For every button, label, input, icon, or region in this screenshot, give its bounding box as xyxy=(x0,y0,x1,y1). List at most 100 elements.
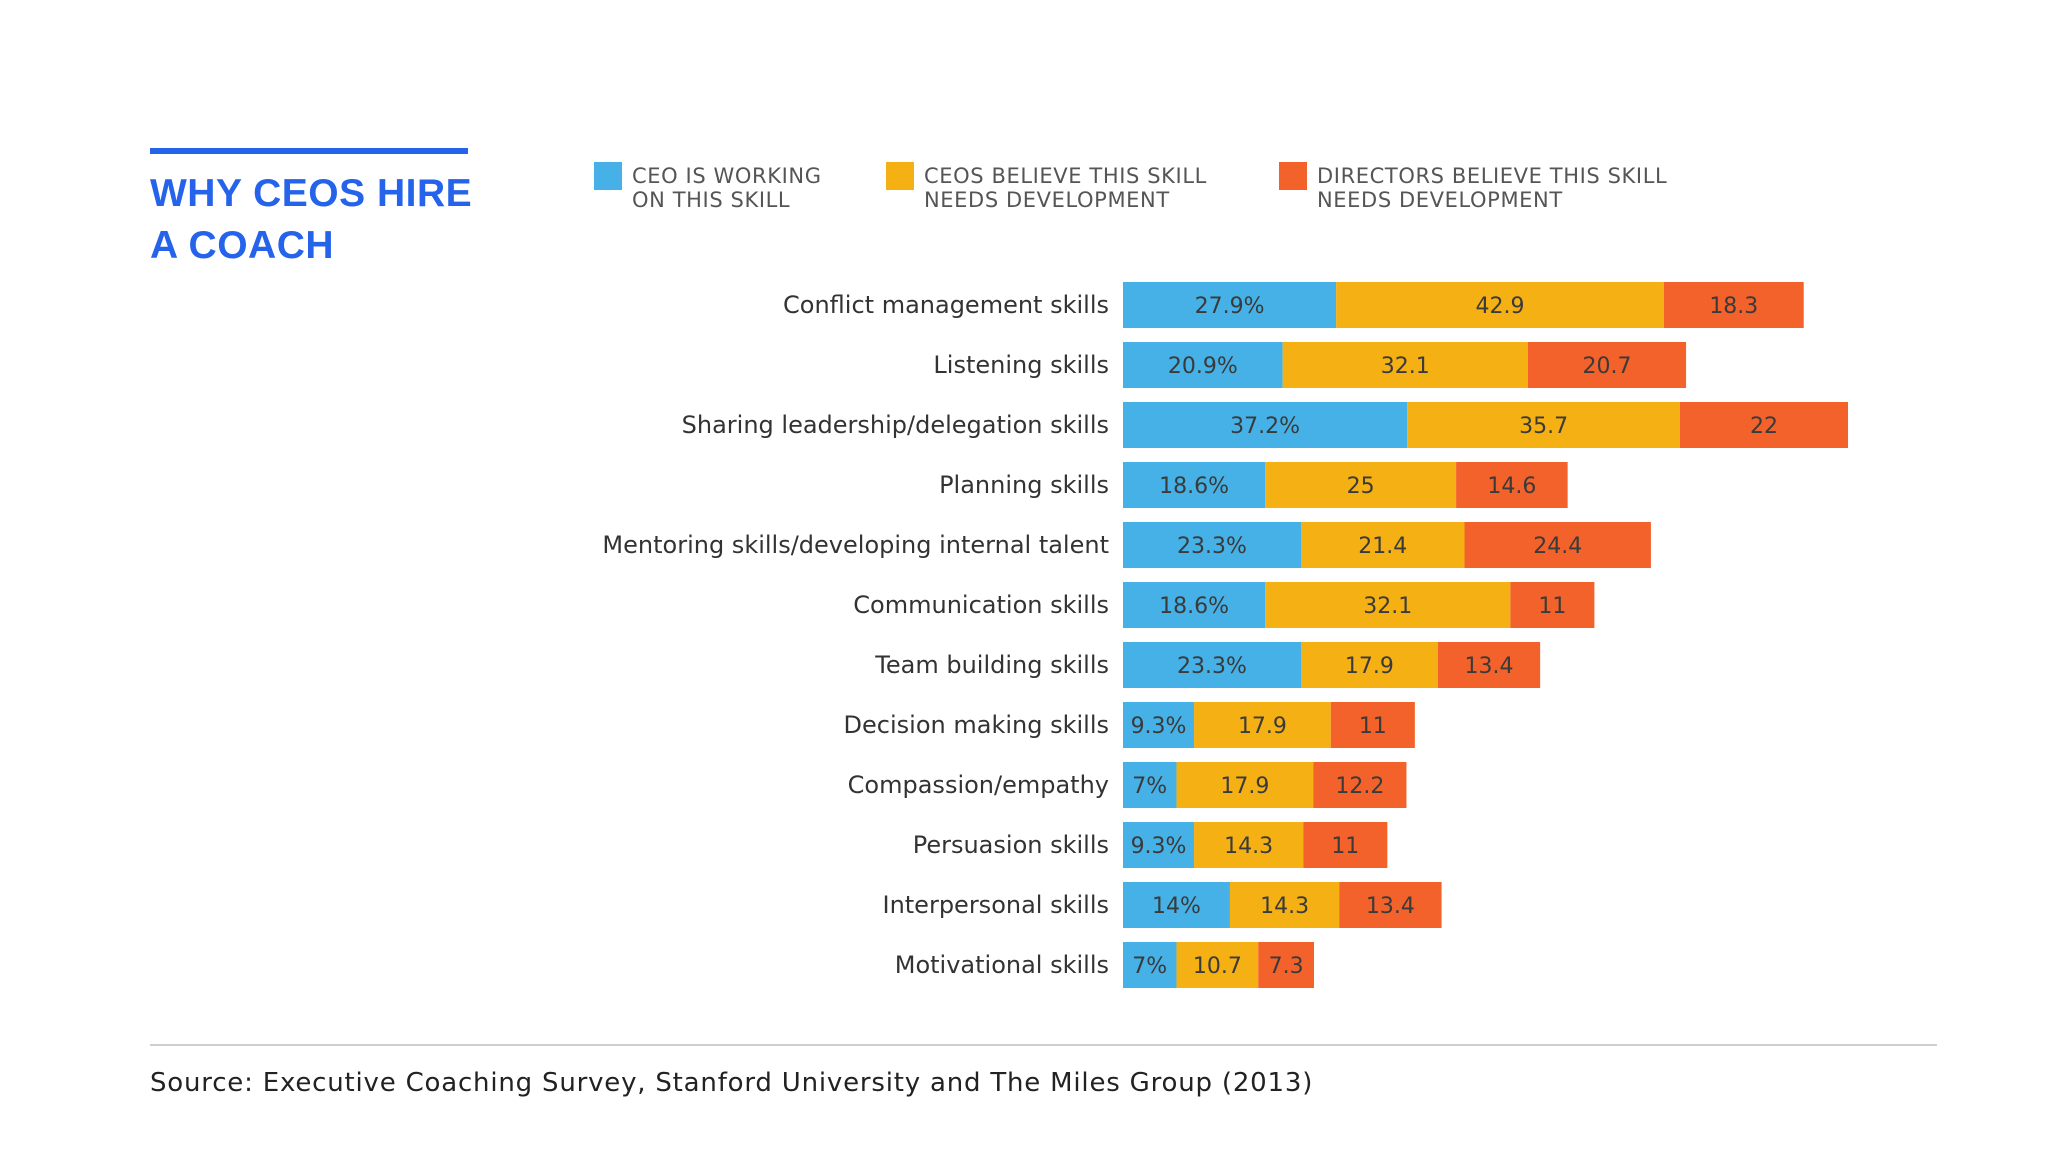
bar-segment-compassion-empathy-series-3 xyxy=(1313,762,1407,808)
category-label-sharing-leadership-delegation-skills: Sharing leadership/delegation skills xyxy=(682,411,1109,439)
category-label-planning-skills: Planning skills xyxy=(939,471,1109,499)
legend-swatch-directors-believe xyxy=(1279,162,1307,190)
data-label-persuasion-skills-series-2: 14.3 xyxy=(1224,834,1273,859)
data-label-team-building-skills-series-2: 17.9 xyxy=(1345,654,1394,679)
chart-title: WHY CEOS HIRE A COACH xyxy=(150,168,490,272)
bar-segment-interpersonal-skills-series-1 xyxy=(1123,882,1230,928)
category-label-communication-skills: Communication skills xyxy=(853,591,1109,619)
data-label-mentoring-skills-developing-internal-talent-series-1: 23.3% xyxy=(1177,534,1247,559)
bar-segment-planning-skills-series-1 xyxy=(1123,462,1266,508)
data-label-sharing-leadership-delegation-skills-series-3: 22 xyxy=(1750,414,1778,439)
legend-label-ceo-working-line2: ON THIS SKILL xyxy=(632,188,791,212)
bar-segment-mentoring-skills-developing-internal-talent-series-1 xyxy=(1123,522,1302,568)
data-label-team-building-skills-series-1: 23.3% xyxy=(1177,654,1247,679)
bar-segment-persuasion-skills-series-2 xyxy=(1194,822,1304,868)
data-label-interpersonal-skills-series-1: 14% xyxy=(1152,894,1201,919)
data-label-persuasion-skills-series-1: 9.3% xyxy=(1131,834,1187,859)
data-label-communication-skills-series-3: 11 xyxy=(1538,594,1566,619)
legend-label-ceos-believe-line2: NEEDS DEVELOPMENT xyxy=(924,188,1170,212)
bar-segment-listening-skills-series-1 xyxy=(1123,342,1283,388)
bar-segment-planning-skills-series-3 xyxy=(1456,462,1568,508)
bar-segment-listening-skills-series-3 xyxy=(1527,342,1687,388)
data-label-motivational-skills-series-2: 10.7 xyxy=(1193,954,1242,979)
data-label-mentoring-skills-developing-internal-talent-series-2: 21.4 xyxy=(1358,534,1407,559)
bar-segment-mentoring-skills-developing-internal-talent-series-3 xyxy=(1464,522,1651,568)
category-label-decision-making-skills: Decision making skills xyxy=(844,711,1109,739)
data-label-compassion-empathy-series-3: 12.2 xyxy=(1335,774,1384,799)
legend-label-directors-believe-line1: DIRECTORS BELIEVE THIS SKILL xyxy=(1317,164,1668,188)
bar-segment-conflict-management-skills-series-1 xyxy=(1123,282,1337,328)
data-label-compassion-empathy-series-2: 17.9 xyxy=(1220,774,1269,799)
data-label-listening-skills-series-1: 20.9% xyxy=(1168,354,1238,379)
bar-segment-team-building-skills-series-3 xyxy=(1437,642,1541,688)
source-divider xyxy=(150,1044,1937,1046)
bar-segment-motivational-skills-series-1 xyxy=(1123,942,1177,988)
category-label-persuasion-skills: Persuasion skills xyxy=(913,831,1109,859)
category-label-compassion-empathy: Compassion/empathy xyxy=(848,771,1109,799)
bar-segment-listening-skills-series-2 xyxy=(1282,342,1528,388)
data-label-sharing-leadership-delegation-skills-series-2: 35.7 xyxy=(1519,414,1568,439)
data-label-communication-skills-series-1: 18.6% xyxy=(1159,594,1229,619)
bar-segment-conflict-management-skills-series-3 xyxy=(1663,282,1804,328)
category-label-conflict-management-skills: Conflict management skills xyxy=(783,291,1109,319)
bar-segment-team-building-skills-series-2 xyxy=(1301,642,1438,688)
source-note: Source: Executive Coaching Survey, Stanf… xyxy=(150,1068,1314,1098)
chart-title-line2: A COACH xyxy=(150,224,335,267)
bar-segment-decision-making-skills-series-2 xyxy=(1194,702,1331,748)
data-label-mentoring-skills-developing-internal-talent-series-3: 24.4 xyxy=(1533,534,1582,559)
category-label-mentoring-skills-developing-internal-talent: Mentoring skills/developing internal tal… xyxy=(602,531,1109,559)
data-label-sharing-leadership-delegation-skills-series-1: 37.2% xyxy=(1230,414,1300,439)
legend-swatch-ceos-believe xyxy=(886,162,914,190)
data-label-planning-skills-series-2: 25 xyxy=(1347,474,1375,499)
legend-label-directors-believe-line2: NEEDS DEVELOPMENT xyxy=(1317,188,1563,212)
title-rule xyxy=(150,148,468,154)
bar-segment-sharing-leadership-delegation-skills-series-1 xyxy=(1123,402,1408,448)
data-label-decision-making-skills-series-2: 17.9 xyxy=(1238,714,1287,739)
legend-label-ceos-believe-line1: CEOS BELIEVE THIS SKILL xyxy=(924,164,1207,188)
bar-segment-decision-making-skills-series-3 xyxy=(1330,702,1415,748)
data-label-listening-skills-series-2: 32.1 xyxy=(1381,354,1430,379)
category-label-interpersonal-skills: Interpersonal skills xyxy=(882,891,1109,919)
bar-segment-mentoring-skills-developing-internal-talent-series-2 xyxy=(1301,522,1465,568)
data-label-planning-skills-series-3: 14.6 xyxy=(1487,474,1536,499)
bar-segment-compassion-empathy-series-1 xyxy=(1123,762,1177,808)
legend-label-ceo-working-line1: CEO IS WORKING xyxy=(632,164,822,188)
bar-segment-planning-skills-series-2 xyxy=(1265,462,1457,508)
data-label-interpersonal-skills-series-3: 13.4 xyxy=(1366,894,1415,919)
data-label-motivational-skills-series-1: 7% xyxy=(1132,954,1167,979)
data-label-conflict-management-skills-series-1: 27.9% xyxy=(1195,294,1265,319)
data-label-interpersonal-skills-series-2: 14.3 xyxy=(1260,894,1309,919)
bar-segment-communication-skills-series-1 xyxy=(1123,582,1266,628)
category-label-team-building-skills: Team building skills xyxy=(874,651,1109,679)
data-label-conflict-management-skills-series-2: 42.9 xyxy=(1476,294,1525,319)
data-label-compassion-empathy-series-1: 7% xyxy=(1132,774,1167,799)
bar-segment-communication-skills-series-3 xyxy=(1510,582,1595,628)
data-label-conflict-management-skills-series-3: 18.3 xyxy=(1709,294,1758,319)
category-label-listening-skills: Listening skills xyxy=(933,351,1109,379)
data-label-communication-skills-series-2: 32.1 xyxy=(1363,594,1412,619)
bar-segment-motivational-skills-series-2 xyxy=(1176,942,1259,988)
legend-swatch-ceo-working xyxy=(594,162,622,190)
bar-segment-communication-skills-series-2 xyxy=(1265,582,1511,628)
bar-segment-sharing-leadership-delegation-skills-series-2 xyxy=(1407,402,1680,448)
bar-segment-conflict-management-skills-series-2 xyxy=(1336,282,1664,328)
chart-title-line1: WHY CEOS HIRE xyxy=(150,172,473,215)
data-label-decision-making-skills-series-3: 11 xyxy=(1359,714,1387,739)
bar-segment-motivational-skills-series-3 xyxy=(1258,942,1314,988)
bar-segment-persuasion-skills-series-3 xyxy=(1303,822,1388,868)
data-label-persuasion-skills-series-3: 11 xyxy=(1331,834,1359,859)
category-label-motivational-skills: Motivational skills xyxy=(895,951,1109,979)
data-label-listening-skills-series-3: 20.7 xyxy=(1583,354,1632,379)
bar-segment-compassion-empathy-series-2 xyxy=(1176,762,1314,808)
data-label-team-building-skills-series-3: 13.4 xyxy=(1464,654,1513,679)
bar-segment-persuasion-skills-series-1 xyxy=(1123,822,1195,868)
bar-segment-team-building-skills-series-1 xyxy=(1123,642,1302,688)
data-label-motivational-skills-series-3: 7.3 xyxy=(1269,954,1304,979)
data-label-planning-skills-series-1: 18.6% xyxy=(1159,474,1229,499)
bar-segment-sharing-leadership-delegation-skills-series-3 xyxy=(1679,402,1849,448)
bar-segment-decision-making-skills-series-1 xyxy=(1123,702,1195,748)
bar-segment-interpersonal-skills-series-2 xyxy=(1229,882,1340,928)
bar-segment-interpersonal-skills-series-3 xyxy=(1339,882,1442,928)
data-label-decision-making-skills-series-1: 9.3% xyxy=(1131,714,1187,739)
